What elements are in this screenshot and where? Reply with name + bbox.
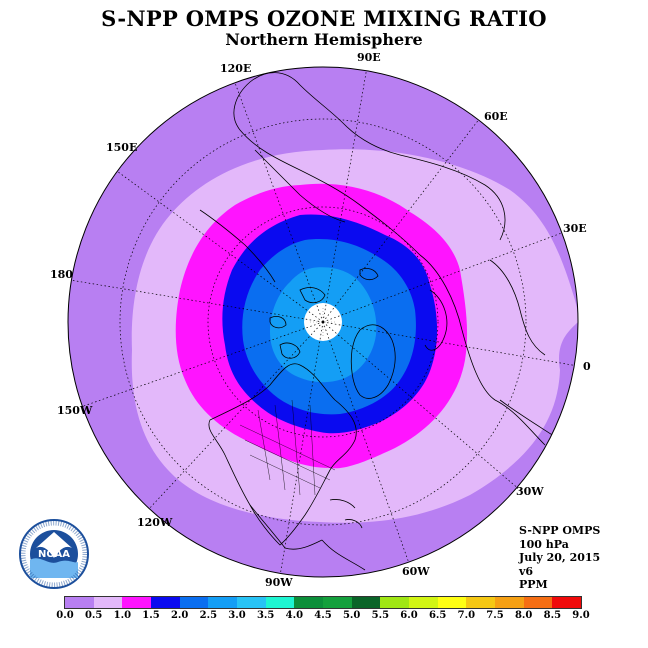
colorbar-swatch	[466, 597, 495, 608]
lon-label-90w: 90W	[265, 576, 293, 589]
info-version: v6	[519, 564, 534, 578]
lon-label-0: 0	[583, 360, 591, 373]
lon-label-120e: 120E	[220, 62, 252, 75]
colorbar-tick-label: 1.0	[113, 610, 132, 621]
colorbar-swatch	[408, 597, 438, 608]
map-subtitle: Northern Hemisphere	[225, 30, 423, 49]
colorbar-swatch	[208, 597, 237, 608]
latitude-circle-30	[119, 118, 527, 526]
colorbar-tick-label: 7.5	[486, 610, 504, 621]
colorbar-tick-label: 8.0	[514, 610, 533, 621]
info-instrument: S-NPP OMPS	[519, 524, 601, 537]
colorbar-swatch	[351, 597, 381, 608]
colorbar-swatch	[93, 597, 123, 608]
colorbar-swatch	[380, 597, 409, 608]
colorbar-tick-label: 3.0	[228, 610, 246, 621]
colorbar-swatch	[122, 597, 151, 608]
colorbar-tick-label: 5.0	[342, 610, 361, 621]
colorbar-tick-label: 0.0	[56, 610, 74, 621]
lon-label-150w: 150W	[57, 404, 93, 417]
colorbar-tick-label: 3.5	[256, 610, 275, 621]
colorbar-tick-label: 4.0	[285, 610, 304, 621]
lon-label-90e: 90E	[357, 51, 381, 64]
colorbar-swatch	[179, 597, 209, 608]
lon-label-30e: 30E	[563, 222, 587, 235]
info-units: PPM	[519, 578, 548, 591]
colorbar-tick-label: 2.5	[199, 610, 218, 621]
lon-label-150e: 150E	[106, 141, 138, 154]
colorbar-swatch	[150, 597, 180, 608]
colorbar-tick-label: 7.0	[457, 610, 476, 621]
info-level: 100 hPa	[519, 537, 569, 551]
colorbar-swatch	[494, 597, 524, 608]
colorbar-tick-label: 5.5	[371, 610, 390, 621]
info-date: July 20, 2015	[519, 551, 601, 564]
colorbar-tick-label: 0.5	[84, 610, 103, 621]
lon-label-60w: 60W	[402, 565, 430, 578]
colorbar-tick-label: 8.5	[543, 610, 562, 621]
colorbar-swatch	[437, 597, 467, 608]
colorbar-swatch	[294, 597, 323, 608]
colorbar-tick-label: 1.5	[142, 610, 160, 621]
colorbar-swatch	[322, 597, 352, 608]
colorbar-swatch	[65, 597, 94, 608]
political-boundaries	[239, 399, 336, 496]
colorbar-swatch	[552, 597, 581, 608]
colorbar-swatch	[236, 597, 266, 608]
noaa-logo-text: NOAA	[38, 549, 70, 560]
map-border	[67, 66, 579, 578]
info-block: S-NPP OMPS 100 hPa July 20, 2015 v6 PPM	[519, 524, 600, 592]
colorbar	[64, 596, 582, 609]
lon-label-30w: 30W	[516, 485, 544, 498]
noaa-logo: NOAA	[19, 519, 89, 589]
colorbar-tick-label: 4.5	[314, 610, 332, 621]
latitude-circle-60	[207, 206, 439, 438]
colorbar-swatch	[265, 597, 295, 608]
map-title: S-NPP OMPS OZONE MIXING RATIO	[101, 6, 547, 31]
colorbar-tick-label: 6.0	[400, 610, 418, 621]
colorbar-swatch	[523, 597, 553, 608]
colorbar-tick-label: 9.0	[572, 610, 590, 621]
colorbar-tick-label: 2.0	[170, 610, 189, 621]
lon-label-60e: 60E	[484, 110, 508, 123]
lon-label-180: 180	[50, 268, 73, 281]
colorbar-tick-label: 6.5	[428, 610, 447, 621]
lon-label-120w: 120W	[137, 516, 173, 529]
